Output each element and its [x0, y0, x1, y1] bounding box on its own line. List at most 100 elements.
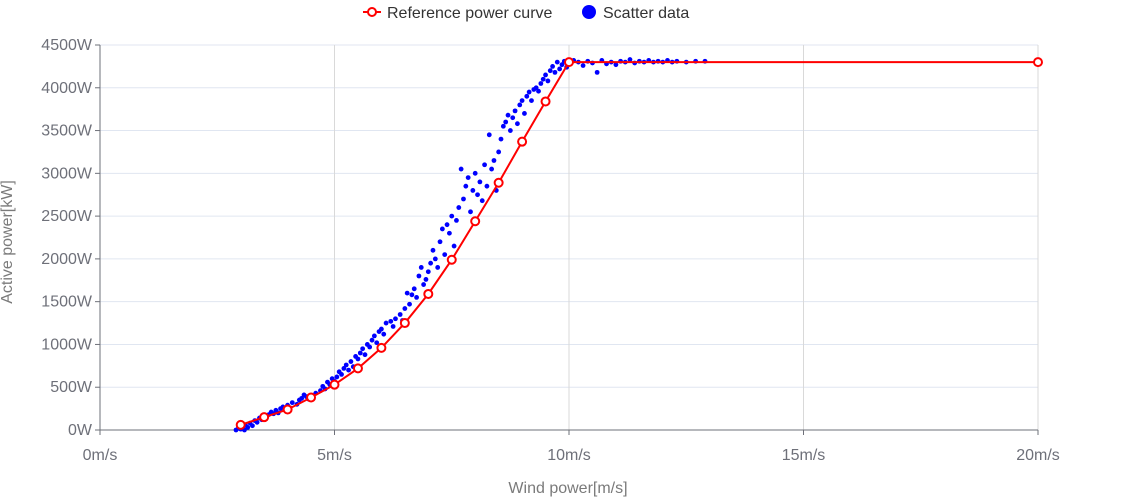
scatter-point[interactable] [299, 395, 305, 401]
scatter-point[interactable] [580, 63, 586, 68]
scatter-point[interactable] [484, 183, 490, 189]
reference-curve-point[interactable] [493, 177, 504, 188]
reference-curve-point[interactable] [282, 404, 293, 415]
scatter-point[interactable] [423, 277, 429, 282]
scatter-point[interactable] [470, 188, 476, 193]
scatter-point[interactable] [526, 89, 532, 95]
scatter-point[interactable] [491, 158, 497, 163]
reference-curve-point[interactable] [1033, 57, 1043, 68]
scatter-point[interactable] [627, 57, 633, 62]
scatter-point[interactable] [393, 316, 398, 322]
scatter-point[interactable] [442, 252, 448, 258]
scatter-point[interactable] [454, 217, 459, 223]
scatter-point[interactable] [468, 209, 473, 215]
scatter-point[interactable] [451, 243, 457, 249]
scatter-point[interactable] [540, 76, 546, 82]
scatter-point[interactable] [250, 423, 255, 429]
scatter-point[interactable] [362, 352, 368, 358]
scatter-point[interactable] [346, 367, 351, 373]
scatter-point[interactable] [594, 69, 600, 75]
scatter-point[interactable] [425, 269, 431, 275]
scatter-point[interactable] [554, 59, 560, 65]
scatter-point[interactable] [463, 183, 469, 189]
scatter-point[interactable] [465, 175, 471, 181]
scatter-point[interactable] [498, 136, 504, 142]
scatter-point[interactable] [507, 128, 513, 133]
scatter-point[interactable] [613, 62, 619, 68]
scatter-point[interactable] [439, 226, 445, 232]
scatter-point[interactable] [360, 346, 366, 352]
scatter-point[interactable] [543, 72, 548, 78]
scatter-point[interactable] [461, 196, 466, 202]
scatter-point[interactable] [449, 213, 455, 219]
scatter-point[interactable] [456, 205, 462, 210]
scatter-point[interactable] [379, 326, 384, 332]
scatter-point[interactable] [418, 265, 424, 270]
reference-curve-point[interactable] [235, 419, 246, 430]
scatter-point[interactable] [254, 419, 260, 425]
legend-item-reference-power-curve[interactable]: Reference power curve [363, 5, 553, 22]
scatter-point[interactable] [397, 312, 403, 317]
scatter-point[interactable] [437, 239, 443, 245]
scatter-point[interactable] [430, 247, 436, 253]
scatter-point[interactable] [515, 121, 520, 127]
scatter-point[interactable] [557, 66, 563, 72]
scatter-point[interactable] [388, 318, 394, 324]
legend-item-scatter-data[interactable]: Scatter data [582, 5, 689, 22]
scatter-point[interactable] [428, 260, 434, 266]
scatter-point[interactable] [538, 81, 544, 86]
scatter-point[interactable] [444, 222, 450, 228]
reference-curve-point[interactable] [306, 392, 317, 403]
scatter-point[interactable] [390, 324, 396, 329]
scatter-point[interactable] [477, 179, 483, 185]
scatter-point[interactable] [374, 340, 380, 346]
scatter-point[interactable] [505, 112, 511, 118]
scatter-point[interactable] [343, 362, 349, 368]
scatter-point[interactable] [475, 192, 480, 198]
scatter-point[interactable] [500, 123, 506, 129]
scatter-point[interactable] [404, 290, 410, 296]
scatter-point[interactable] [522, 111, 527, 116]
scatter-point[interactable] [289, 400, 295, 406]
scatter-point[interactable] [512, 108, 518, 114]
reference-curve-point[interactable] [446, 254, 457, 265]
scatter-point[interactable] [339, 371, 344, 377]
scatter-point[interactable] [533, 85, 539, 91]
scatter-point[interactable] [447, 230, 452, 236]
scatter-point[interactable] [245, 425, 251, 430]
scatter-point[interactable] [409, 292, 415, 298]
reference-curve-point[interactable] [423, 288, 434, 299]
reference-curve-point[interactable] [540, 96, 551, 107]
reference-curve-point[interactable] [352, 363, 363, 374]
scatter-point[interactable] [381, 331, 387, 337]
scatter-point[interactable] [411, 286, 417, 292]
scatter-point[interactable] [550, 63, 555, 69]
scatter-point[interactable] [435, 265, 441, 270]
scatter-point[interactable] [489, 166, 495, 172]
scatter-point[interactable] [482, 162, 487, 168]
reference-curve-point[interactable] [564, 57, 574, 68]
scatter-point[interactable] [348, 359, 354, 364]
scatter-point[interactable] [529, 98, 534, 104]
scatter-point[interactable] [486, 132, 492, 138]
scatter-point[interactable] [367, 344, 373, 350]
scatter-point[interactable] [357, 350, 363, 356]
scatter-point[interactable] [421, 282, 427, 287]
reference-curve-point[interactable] [470, 216, 481, 227]
scatter-point[interactable] [503, 119, 509, 125]
reference-curve-point[interactable] [259, 412, 270, 423]
scatter-point[interactable] [334, 374, 340, 380]
scatter-point[interactable] [371, 333, 377, 339]
scatter-point[interactable] [552, 69, 558, 75]
scatter-point[interactable] [432, 256, 438, 262]
scatter-point[interactable] [517, 102, 523, 108]
scatter-point[interactable] [414, 294, 419, 300]
reference-curve-point[interactable] [399, 318, 410, 329]
scatter-point[interactable] [536, 88, 541, 94]
reference-curve-point[interactable] [329, 379, 340, 390]
scatter-point[interactable] [479, 198, 485, 204]
scatter-point[interactable] [472, 170, 478, 176]
scatter-point[interactable] [369, 337, 375, 343]
reference-curve-point[interactable] [376, 342, 387, 353]
reference-curve-point[interactable] [517, 136, 528, 147]
